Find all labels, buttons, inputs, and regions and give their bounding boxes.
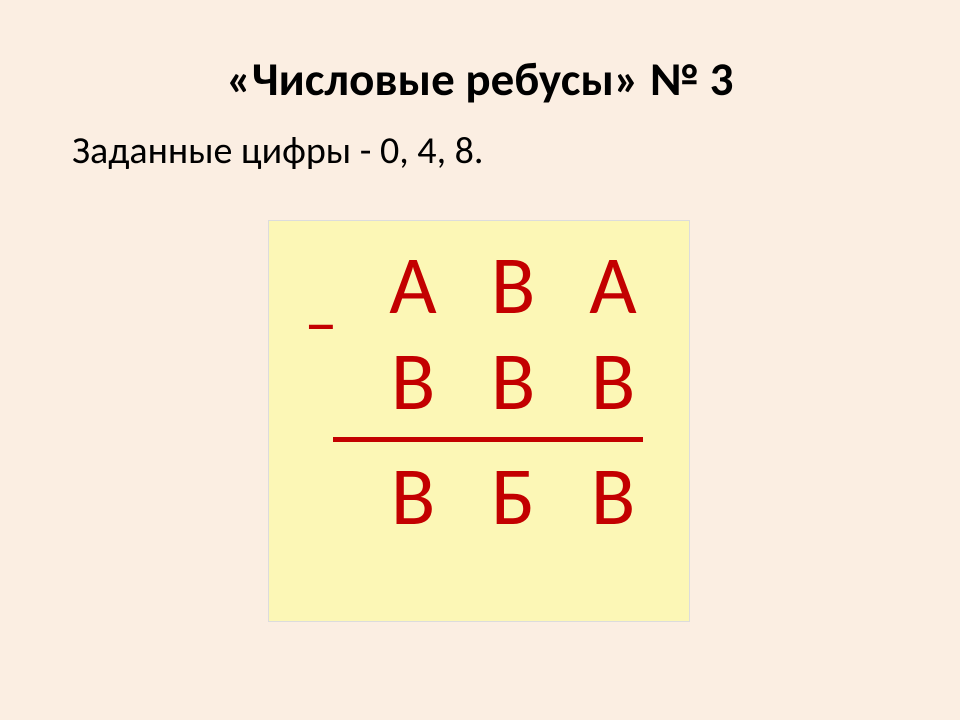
puzzle-cell-2-1: Б <box>477 456 549 538</box>
minus-sign: − <box>305 287 337 365</box>
puzzle-cell-2-2: В <box>577 456 649 538</box>
puzzle-row-1: ВВВ <box>309 341 649 423</box>
puzzle-cell-1-1: В <box>477 341 549 423</box>
puzzle-cell-0-0: А <box>377 245 449 327</box>
page-title: «Числовые ребусы» № 3 <box>0 50 960 108</box>
given-digits-text: Заданные цифры - 0, 4, 8. <box>72 128 484 174</box>
puzzle-cell-1-2: В <box>577 341 649 423</box>
puzzle-rows: АВАВВВВБВ <box>269 221 689 562</box>
puzzle-cell-0-2: А <box>577 245 649 327</box>
puzzle-panel: − АВАВВВВБВ <box>268 220 690 622</box>
puzzle-cell-2-0: В <box>377 456 449 538</box>
puzzle-cell-1-0: В <box>377 341 449 423</box>
result-line <box>333 437 643 442</box>
puzzle-row-0: АВА <box>309 245 649 327</box>
puzzle-row-2: ВБВ <box>309 456 649 538</box>
puzzle-cell-0-1: В <box>477 245 549 327</box>
